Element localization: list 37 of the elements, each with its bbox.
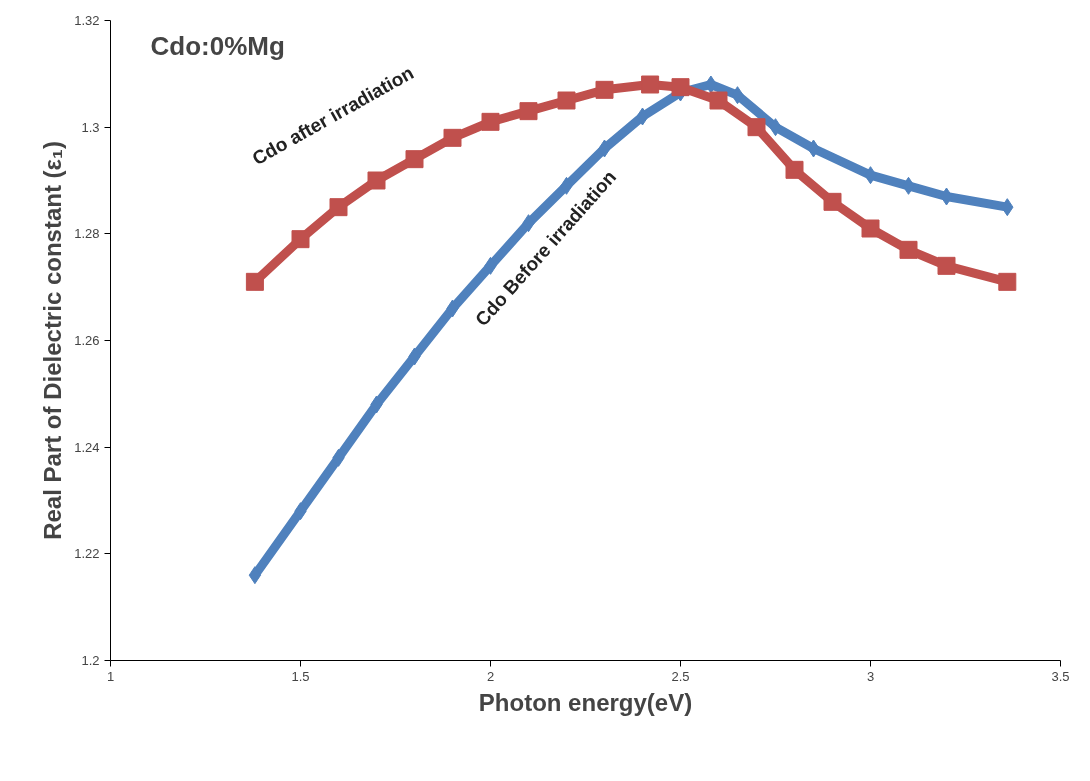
x-tick-label: 2.5 [671, 668, 690, 684]
x-axis-title: Photon energy(eV) [478, 688, 693, 716]
point [709, 91, 728, 110]
y-tick-label: 1.3 [81, 119, 100, 135]
point [557, 91, 576, 110]
point [443, 128, 462, 147]
x-tick-label: 2 [486, 668, 495, 684]
point [405, 150, 424, 169]
point [861, 219, 880, 238]
y-tick-label: 1.22 [74, 546, 100, 562]
point [641, 75, 660, 94]
y-tick-label: 1.2 [81, 653, 100, 668]
point [248, 566, 262, 585]
point [937, 256, 956, 275]
point [998, 272, 1017, 291]
point [785, 160, 804, 179]
y-tick-label: 1.32 [74, 13, 100, 28]
x-tick-label: 3.5 [1051, 668, 1070, 684]
x-tick-label: 1 [106, 668, 115, 684]
point [899, 240, 918, 259]
point [245, 272, 264, 291]
annotation: Cdo:0%Mg [150, 30, 285, 61]
point [481, 112, 500, 131]
point [747, 118, 766, 137]
point [595, 80, 614, 99]
point [291, 230, 310, 249]
point [823, 192, 842, 211]
y-axis-title: Real Part of Dielectric constant (ε₁) [39, 141, 67, 540]
point [329, 198, 348, 217]
point [671, 78, 690, 97]
y-tick-label: 1.26 [74, 333, 100, 348]
point [367, 171, 386, 190]
y-tick-label: 1.28 [74, 226, 100, 242]
x-tick-label: 1.5 [291, 668, 310, 684]
x-tick-label: 3 [866, 668, 875, 684]
y-tick-label: 1.24 [74, 439, 100, 455]
point [519, 102, 538, 121]
